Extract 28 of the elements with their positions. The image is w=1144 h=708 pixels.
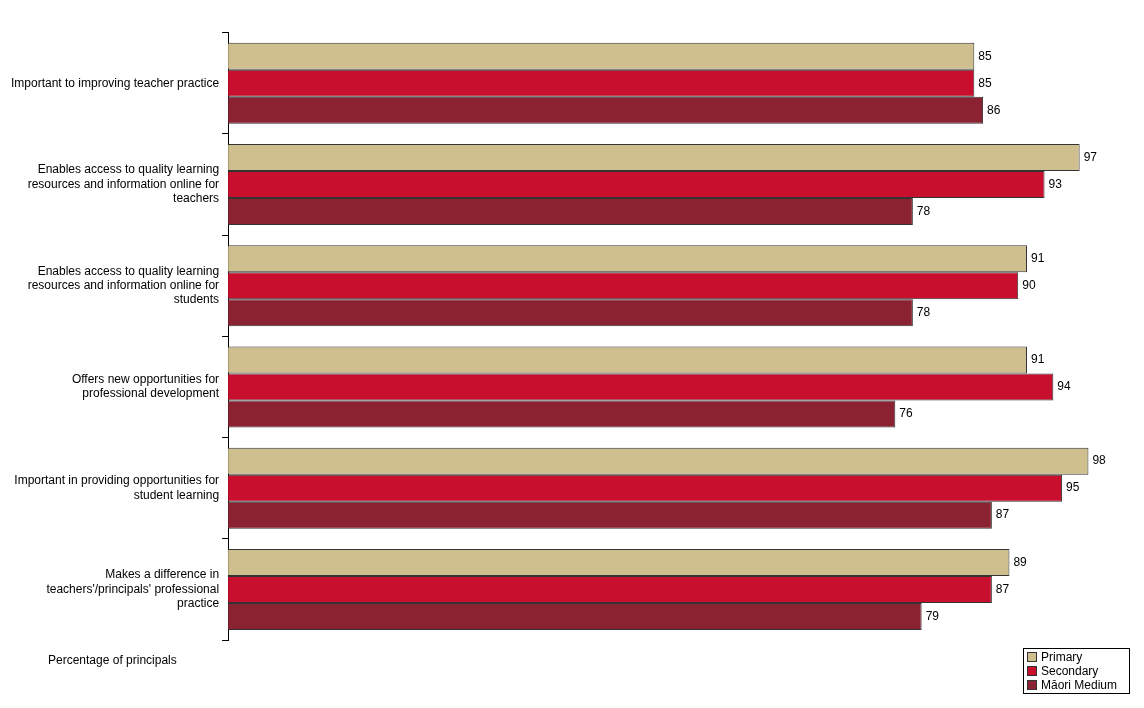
data-label: 78 bbox=[916, 203, 931, 218]
y-tick-label: Enables access to quality learning resources and information online for students bbox=[27, 263, 220, 307]
data-label: 85 bbox=[978, 48, 992, 63]
data-label: 91 bbox=[1030, 251, 1045, 265]
data-label: 90 bbox=[1022, 278, 1036, 292]
legend-label: Primary bbox=[1040, 650, 1083, 664]
x-axis-title: Percentage of principals bbox=[48, 653, 177, 667]
y-tick-label: Important in providing opportunities for student learning bbox=[14, 473, 220, 502]
y-tick-label: Makes a difference in teachers'/principals' professional practice bbox=[46, 567, 220, 611]
data-label: 97 bbox=[1083, 149, 1098, 164]
y-tick-label: Important to improving teacher practice bbox=[10, 75, 220, 90]
data-label: 95 bbox=[1066, 480, 1080, 495]
legend-label: Māori Medium bbox=[1040, 678, 1117, 692]
data-label: 93 bbox=[1048, 176, 1063, 191]
data-label: 86 bbox=[987, 102, 1001, 117]
data-label: 78 bbox=[916, 304, 931, 319]
data-label: 76 bbox=[899, 406, 913, 421]
data-label: 79 bbox=[925, 608, 940, 623]
data-label: 98 bbox=[1092, 453, 1107, 468]
data-label: 85 bbox=[978, 75, 992, 90]
data-label: 89 bbox=[1013, 554, 1028, 569]
y-tick-label: Enables access to quality learning resources and information online for teachers bbox=[27, 162, 220, 206]
data-label: 94 bbox=[1057, 379, 1071, 394]
data-label: 87 bbox=[995, 581, 1010, 596]
y-tick-label: Offers new opportunities for professional development bbox=[71, 372, 220, 401]
legend-label: Secondary bbox=[1040, 664, 1099, 678]
data-label: 87 bbox=[995, 507, 1010, 522]
data-label: 91 bbox=[1030, 352, 1045, 367]
